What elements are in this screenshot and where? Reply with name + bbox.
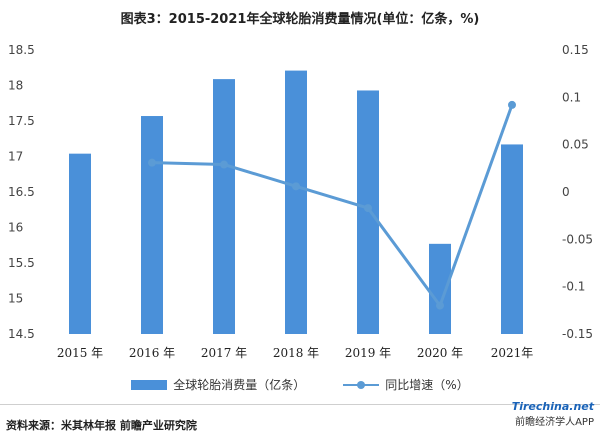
right-tick-label: 0.1 — [562, 90, 581, 104]
left-tick-label: 18.5 — [8, 43, 35, 57]
footer-separator — [0, 404, 600, 405]
growth-line — [151, 104, 514, 309]
bar-5 — [429, 243, 451, 334]
bars-group — [69, 70, 523, 334]
bar-6 — [501, 144, 523, 334]
x-tick-label: 2020 年 — [417, 346, 463, 360]
bar-1 — [141, 116, 163, 334]
growth-point-3 — [292, 182, 300, 191]
growth-line-group — [148, 100, 516, 310]
legend-line-swatch — [343, 380, 380, 390]
source-note: 资料来源：米其林年报 前瞻产业研究院 — [6, 419, 197, 432]
chart-title: 图表3：2015-2021年全球轮胎消费量情况(单位：亿条，%) — [120, 12, 480, 27]
x-axis-ticks: 2015 年 2016 年 2017 年 2018 年 2019 年 2020 年 2021… — [57, 346, 533, 360]
chart-legend: 全球轮胎消费量（亿条） 同比增速（%） — [0, 376, 600, 393]
legend-label-consumption: 全球轮胎消费量（亿条） — [173, 378, 306, 392]
left-tick-label: 17.5 — [8, 114, 35, 128]
right-axis-ticks: 0.15 0.1 0.05 0 -0.05 -0.1 -0.15 — [562, 43, 593, 341]
left-tick-label: 16.5 — [8, 185, 35, 199]
right-tick-label: -0.15 — [562, 327, 593, 341]
x-tick-label: 2019 年 — [345, 346, 391, 360]
x-tick-label: 2016 年 — [129, 346, 175, 360]
right-tick-label: -0.1 — [562, 280, 585, 294]
watermark-badge: Tirechina.net 前瞻经济学人APP — [512, 400, 594, 428]
x-tick-label: 2015 年 — [57, 346, 103, 360]
left-tick-label: 16 — [8, 221, 23, 235]
right-tick-label: -0.05 — [562, 232, 593, 246]
left-tick-label: 17 — [8, 150, 23, 164]
growth-point-5 — [436, 301, 444, 310]
left-axis-ticks: 18.5 18 17.5 17 16.5 16 15.5 15 14.5 — [8, 43, 35, 341]
growth-point-2 — [220, 160, 228, 169]
growth-point-1 — [148, 158, 156, 167]
legend-item-growth: 同比增速（%） — [343, 376, 469, 393]
growth-point-4 — [364, 204, 372, 213]
legend-item-consumption: 全球轮胎消费量（亿条） — [131, 376, 305, 393]
x-tick-label: 2021年 — [491, 346, 534, 360]
bar-2 — [213, 79, 235, 334]
legend-bar-swatch — [131, 379, 168, 390]
x-tick-label: 2017 年 — [201, 346, 247, 360]
right-tick-label: 0.05 — [562, 138, 589, 152]
growth-point-6 — [508, 100, 516, 109]
watermark-app: 前瞻经济学人APP — [515, 417, 594, 428]
bar-3 — [285, 70, 307, 334]
left-tick-label: 15 — [8, 292, 23, 306]
legend-label-growth: 同比增速（%） — [385, 378, 469, 392]
left-tick-label: 15.5 — [8, 256, 35, 270]
right-tick-label: 0 — [562, 185, 570, 199]
right-tick-label: 0.15 — [562, 43, 589, 57]
left-tick-label: 18 — [8, 79, 23, 93]
watermark-site: Tirechina.net — [511, 400, 594, 413]
left-tick-label: 14.5 — [8, 327, 35, 341]
x-tick-label: 2018 年 — [273, 346, 319, 360]
bar-4 — [357, 90, 379, 334]
bar-0 — [69, 153, 91, 334]
